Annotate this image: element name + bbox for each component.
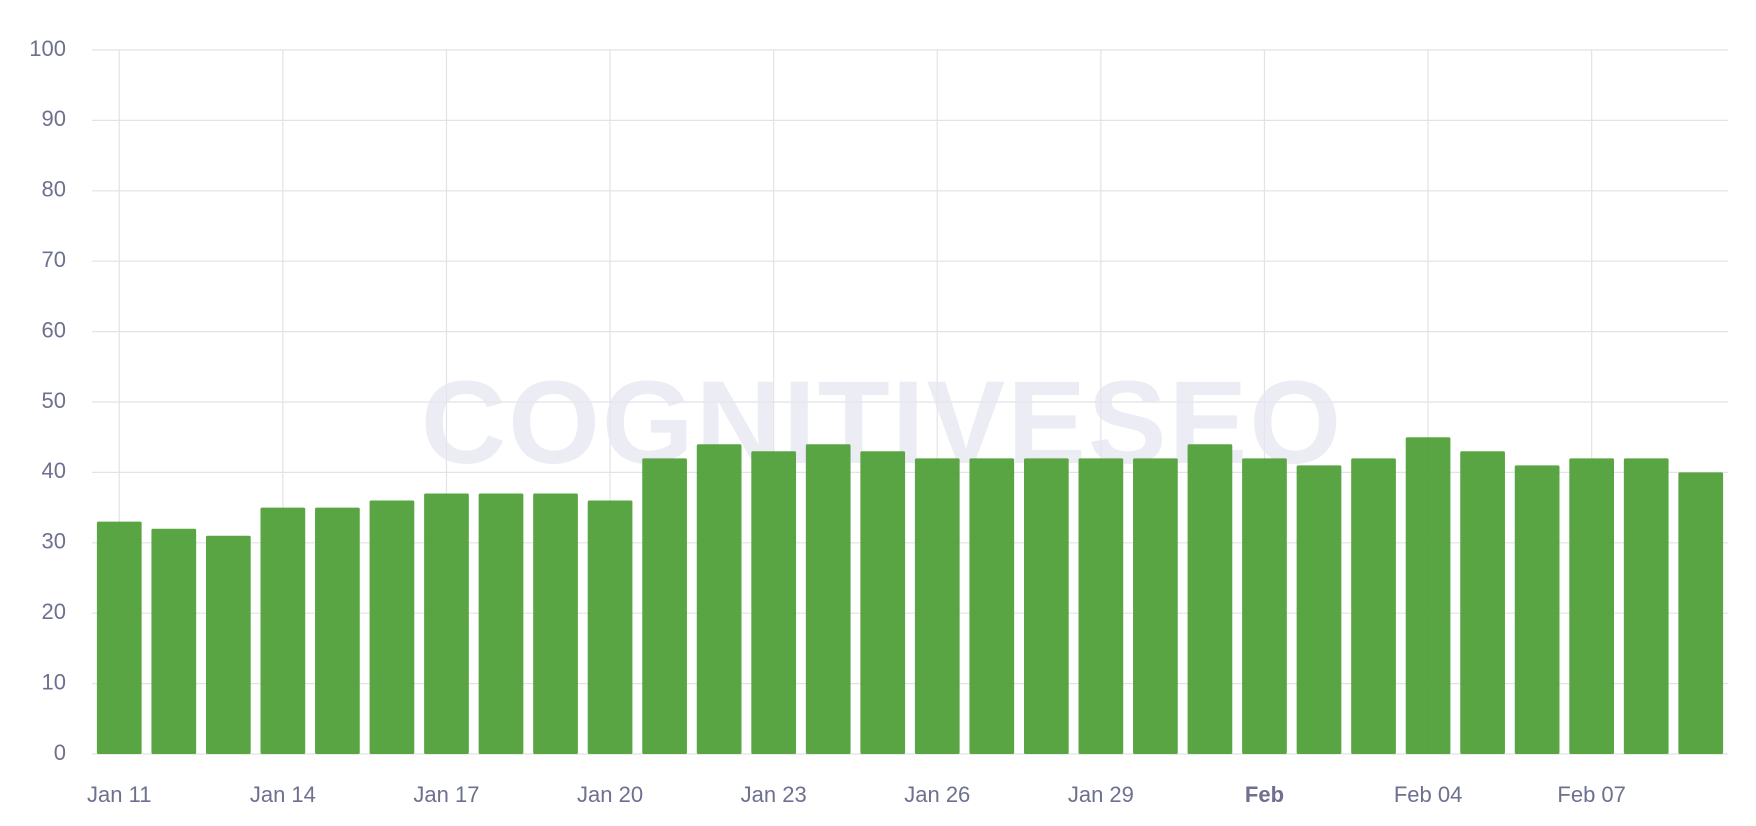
bar: [1678, 472, 1724, 754]
bar: [1405, 437, 1451, 754]
y-tick-label: 80: [42, 177, 66, 202]
bar: [1296, 465, 1342, 754]
y-tick-label: 30: [42, 529, 66, 554]
bar: [860, 451, 906, 754]
x-tick-label: Jan 20: [577, 782, 643, 807]
bar: [1569, 458, 1615, 754]
x-tick-label: Jan 17: [413, 782, 479, 807]
bar: [96, 521, 142, 754]
x-tick-label: Feb 04: [1394, 782, 1463, 807]
bar: [478, 493, 524, 754]
x-tick-label: Feb: [1245, 782, 1284, 807]
y-tick-label: 50: [42, 388, 66, 413]
x-tick-label: Jan 11: [87, 782, 151, 807]
y-tick-label: 10: [42, 669, 66, 694]
bar: [424, 493, 469, 754]
bar: [1078, 458, 1124, 754]
bar: [1023, 458, 1069, 754]
x-tick-label: Jan 23: [741, 782, 807, 807]
bar: [587, 500, 633, 754]
bar: [1623, 458, 1669, 754]
x-tick-label: Jan 26: [904, 782, 970, 807]
bar: [369, 500, 415, 754]
bar: [1133, 458, 1178, 754]
bar: [205, 535, 251, 754]
x-tick-label: Jan 29: [1068, 782, 1134, 807]
y-tick-label: 0: [54, 740, 66, 765]
bar: [969, 458, 1015, 754]
bar: [642, 458, 687, 754]
bar: [805, 444, 851, 754]
bar: [914, 458, 960, 754]
bar: [533, 493, 578, 754]
bar: [260, 507, 306, 754]
bar: [1242, 458, 1287, 754]
bar: [1460, 451, 1505, 754]
y-tick-label: 60: [42, 317, 66, 342]
y-tick-label: 20: [42, 599, 66, 624]
x-tick-label: Feb 07: [1557, 782, 1626, 807]
bar: [151, 528, 197, 754]
bar: [315, 507, 360, 754]
bar: [696, 444, 742, 754]
bar: [1351, 458, 1396, 754]
bar: [1514, 465, 1560, 754]
x-tick-label: Jan 14: [250, 782, 316, 807]
bar: [1187, 444, 1233, 754]
y-tick-label: 100: [29, 36, 66, 61]
y-tick-label: 90: [42, 106, 66, 131]
bar: [751, 451, 797, 754]
y-tick-label: 70: [42, 247, 66, 272]
y-tick-label: 40: [42, 458, 66, 483]
